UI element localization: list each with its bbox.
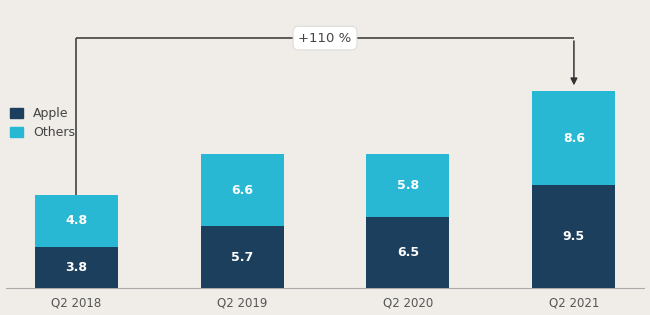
Bar — [367, 154, 449, 217]
Bar — [532, 91, 616, 185]
Text: 6.6: 6.6 — [231, 184, 253, 197]
Text: 3.8: 3.8 — [65, 261, 87, 274]
Legend: Apple, Others: Apple, Others — [5, 102, 80, 145]
Text: 5.8: 5.8 — [397, 180, 419, 192]
Text: 6.5: 6.5 — [397, 246, 419, 259]
Text: +110 %: +110 % — [298, 32, 352, 45]
Text: 8.6: 8.6 — [563, 132, 585, 145]
Bar — [201, 154, 283, 226]
Text: 9.5: 9.5 — [563, 230, 585, 243]
Bar — [34, 247, 118, 288]
Bar — [367, 217, 449, 288]
Bar — [532, 185, 616, 288]
Bar — [201, 226, 283, 288]
Text: 4.8: 4.8 — [65, 214, 87, 227]
Text: 5.7: 5.7 — [231, 251, 253, 264]
Bar — [34, 195, 118, 247]
